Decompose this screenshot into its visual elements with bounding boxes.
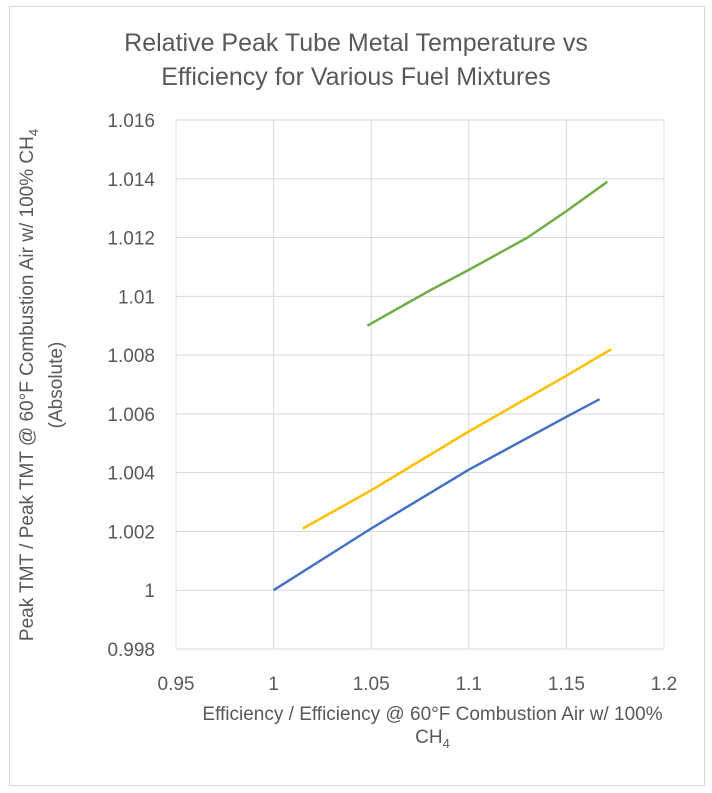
x-tick-labels: 0.95 1 1.05 1.1 1.15 1.2 [158, 674, 678, 695]
series-line-3 [366, 180, 609, 327]
x-tick-label: 0.95 [158, 674, 195, 695]
y-axis-title: Peak TMT / Peak TMT @ 60°F Combustion Ai… [16, 125, 68, 645]
x-tick-label: 1.2 [651, 674, 677, 695]
y-tick-label: 1.014 [107, 170, 155, 191]
y-tick-label: 1.008 [107, 346, 155, 367]
chart-title-line-2: Efficiency for Various Fuel Mixtures [161, 63, 551, 91]
chart-title-line-1: Relative Peak Tube Metal Temperature vs [124, 29, 588, 57]
x-axis-title-tail: CH [415, 727, 443, 748]
x-tick-label: 1 [268, 674, 279, 695]
y-tick-label: 1.004 [107, 464, 155, 485]
x-tick-label: 1.15 [548, 674, 585, 695]
series-line-1 [272, 398, 601, 592]
x-tick-label: 1.1 [456, 674, 482, 695]
x-axis-title: Efficiency / Efficiency @ 60°F Combustio… [160, 703, 705, 755]
data-series [272, 180, 612, 592]
y-tick-labels: 0.998 1 1.002 1.004 1.006 1.008 1.01 1.012 1.014… [107, 111, 155, 661]
chart-frame [9, 6, 705, 786]
y-tick-label: 1.01 [118, 287, 155, 308]
y-tick-label: 1.002 [107, 522, 155, 543]
y-tick-label: 0.998 [107, 640, 155, 661]
x-axis-title-main: Efficiency / Efficiency @ 60°F Combustio… [202, 704, 663, 725]
y-tick-label: 1.012 [107, 229, 155, 250]
y-tick-label: 1 [144, 581, 155, 602]
y-tick-label: 1.016 [107, 111, 155, 132]
y-axis-title-main: Peak TMT / Peak TMT @ 60°F Combustion Ai… [17, 136, 38, 642]
y-axis-title-subscript: 4 [25, 128, 41, 137]
series-line-2 [302, 348, 612, 530]
x-tick-label: 1.05 [353, 674, 390, 695]
y-tick-label: 1.006 [107, 405, 155, 426]
y-axis-title-tail: (Absolute) [45, 341, 67, 429]
grid-lines [175, 119, 665, 650]
x-axis-title-subscript: 4 [442, 735, 450, 751]
